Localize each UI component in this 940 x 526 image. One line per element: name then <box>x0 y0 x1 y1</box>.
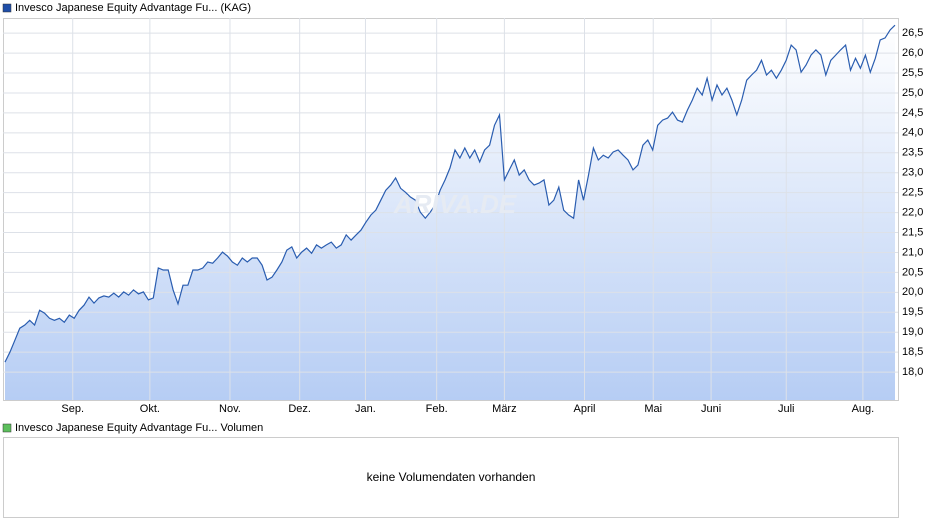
price-line <box>4 24 896 363</box>
y-tick-label: 23,0 <box>902 167 923 179</box>
y-tick-label: 22,5 <box>902 187 923 199</box>
plot-frame <box>3 18 899 401</box>
y-tick-label: 22,0 <box>902 206 923 218</box>
x-tick-label: Nov. <box>219 403 241 415</box>
y-tick-label: 21,0 <box>902 246 923 258</box>
x-tick-label: Juni <box>701 403 721 415</box>
x-tick-label: März <box>492 403 516 415</box>
x-tick-label: Dez. <box>288 403 311 415</box>
x-tick-label: Aug. <box>852 403 875 415</box>
legend-swatch <box>2 423 12 433</box>
y-tick-label: 26,0 <box>902 47 923 59</box>
legend-swatch <box>2 3 12 13</box>
y-tick-label: 18,5 <box>902 346 923 358</box>
y-tick-label: 23,5 <box>902 147 923 159</box>
x-tick-label: Jan. <box>355 403 376 415</box>
volume-frame <box>3 437 899 518</box>
legend-label: Invesco Japanese Equity Advantage Fu... … <box>15 2 251 14</box>
y-tick-label: 25,5 <box>902 67 923 79</box>
volume-legend: Invesco Japanese Equity Advantage Fu... … <box>15 422 263 434</box>
x-tick-label: Juli <box>778 403 795 415</box>
y-tick-label: 24,5 <box>902 107 923 119</box>
x-tick-label: Sep. <box>61 403 84 415</box>
y-tick-label: 19,0 <box>902 326 923 338</box>
x-tick-label: Feb. <box>426 403 448 415</box>
y-tick-label: 24,0 <box>902 127 923 139</box>
x-tick-label: Okt. <box>140 403 160 415</box>
y-tick-label: 26,5 <box>902 27 923 39</box>
y-tick-label: 20,5 <box>902 266 923 278</box>
y-tick-label: 20,0 <box>902 286 923 298</box>
watermark: ARIVA.DE <box>393 189 517 219</box>
volume-message: keine Volumendaten vorhanden <box>367 470 536 484</box>
y-tick-label: 25,0 <box>902 87 923 99</box>
x-tick-label: April <box>573 403 595 415</box>
y-tick-label: 21,5 <box>902 226 923 238</box>
y-tick-label: 18,0 <box>902 366 923 378</box>
x-tick-label: Mai <box>644 403 662 415</box>
y-tick-label: 19,5 <box>902 306 923 318</box>
